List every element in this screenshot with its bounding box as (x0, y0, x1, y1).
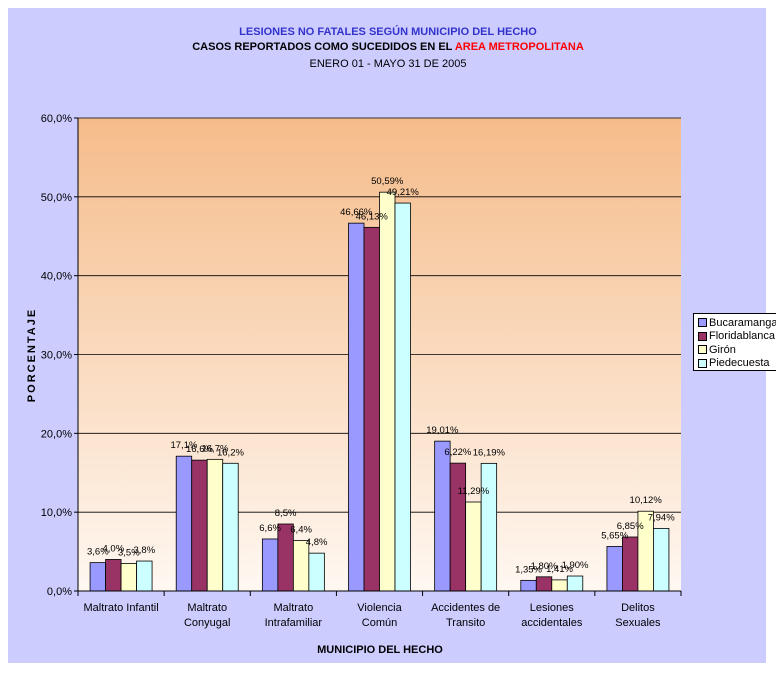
chart-title-text: LESIONES NO FATALES SEGÚN MUNICIPIO DEL … (239, 26, 537, 38)
data-label: 1,80% (531, 561, 558, 572)
data-label: 3,5% (118, 547, 140, 558)
y-tick-label: 20,0% (41, 428, 72, 440)
bar-floridablanca (449, 462, 467, 592)
data-label: 6,22% (444, 447, 471, 458)
x-axis-title: MUNICIPIO DEL HECHO (317, 644, 443, 656)
legend-item: Bucaramanga (698, 316, 776, 330)
bar-piedecuesta (308, 552, 325, 592)
legend-item: Piedecuesta (698, 357, 776, 371)
legend-label: Bucaramanga (709, 316, 776, 329)
x-tick-label: Intrafamiliar (265, 617, 323, 629)
data-label: 1,35% (515, 564, 542, 575)
x-tick-label: accidentales (521, 617, 583, 629)
legend-swatch (698, 358, 707, 368)
bar-floridablanca (191, 459, 208, 592)
bar-floridablanca (622, 536, 639, 592)
data-label: 3,6% (87, 547, 109, 558)
legend-label: Girón (709, 343, 736, 356)
bar-girn (551, 579, 568, 592)
bar-girn (465, 501, 482, 592)
data-label: 46,66% (340, 207, 373, 218)
chart-title: LESIONES NO FATALES SEGÚN MUNICIPIO DEL … (0, 26, 776, 38)
x-tick-label: Sexuales (615, 617, 661, 629)
x-tick-label: Accidentes de (431, 602, 500, 614)
bar-piedecuesta (136, 560, 153, 592)
bar-bucaramanga (520, 579, 537, 592)
chart-subtitle: CASOS REPORTADOS COMO SUCEDIDOS EN EL AR… (0, 41, 776, 53)
y-tick-label: 30,0% (41, 350, 72, 362)
data-label: 16,7% (201, 443, 228, 454)
bar-bucaramanga (261, 538, 279, 592)
data-label: 1,41% (546, 564, 573, 575)
bar-piedecuesta (566, 575, 584, 592)
bar-girn (120, 563, 137, 592)
y-tick-label: 60,0% (41, 113, 72, 125)
data-label: 19,01% (426, 425, 459, 436)
x-tick-label: Conyugal (184, 617, 230, 629)
y-tick-label: 10,0% (41, 507, 72, 519)
x-tick-label: Maltrato (273, 602, 313, 614)
bar-bucaramanga (348, 222, 365, 592)
chart-date-range: ENERO 01 - MAYO 31 DE 2005 (0, 58, 776, 70)
chart-date-range-text: ENERO 01 - MAYO 31 DE 2005 (309, 58, 467, 70)
bar-girn (379, 191, 396, 592)
y-tick-label: 0,0% (47, 586, 72, 598)
bar-piedecuesta (480, 462, 498, 592)
legend-item: Floridablanca (698, 330, 776, 344)
bar-bucaramanga (175, 455, 193, 592)
data-label: 6,6% (259, 523, 281, 534)
chart-subtitle-highlight: AREA METROPOLITANA (454, 41, 584, 53)
legend-label: Piedecuesta (709, 357, 770, 370)
data-label: 5,65% (601, 530, 628, 541)
legend-swatch (698, 345, 707, 355)
data-label: 50,59% (371, 176, 404, 187)
x-tick-label: Maltrato (187, 602, 227, 614)
data-label: 8,5% (275, 508, 297, 519)
bar-piedecuesta (653, 528, 670, 592)
bar-bucaramanga (606, 546, 623, 592)
bar-floridablanca (535, 576, 553, 592)
legend: Bucaramanga Floridablanca Girón Piedecuesta (693, 313, 776, 371)
x-tick-label: Violencia (357, 602, 402, 614)
bar-floridablanca (105, 559, 122, 592)
data-label: 7,94% (648, 512, 675, 523)
data-label: 6,4% (290, 525, 312, 536)
data-label: 16,19% (473, 447, 506, 458)
data-label: 46,13% (356, 211, 389, 222)
legend-swatch (698, 318, 707, 328)
x-tick-label: Transito (446, 617, 485, 629)
data-label: 3,8% (133, 545, 155, 556)
y-tick-label: 50,0% (41, 192, 72, 204)
bar-girn (206, 458, 224, 592)
data-label: 11,29% (458, 486, 490, 497)
legend-label: Floridablanca (709, 330, 776, 343)
data-label: 6,85% (617, 521, 644, 532)
data-label: 16,6% (186, 444, 213, 455)
bar-piedecuesta (394, 202, 411, 592)
bar-bucaramanga (89, 562, 106, 592)
x-tick-label: Común (362, 617, 397, 629)
data-label: 1,90% (562, 560, 589, 571)
x-tick-label: Lesiones (530, 602, 575, 614)
data-label: 4,8% (306, 537, 328, 548)
legend-swatch (698, 331, 707, 341)
x-tick-label: Delitos (621, 602, 655, 614)
data-label: 49,21% (387, 187, 420, 198)
y-tick-label: 40,0% (41, 271, 72, 283)
data-label: 4,0% (102, 543, 124, 554)
chart-subtitle-prefix: CASOS REPORTADOS COMO SUCEDIDOS EN EL (192, 41, 455, 53)
data-label: 16,2% (217, 447, 244, 458)
bar-bucaramanga (434, 440, 451, 592)
data-label: 10,12% (630, 495, 663, 506)
y-axis-title: PORCENTAJE (26, 308, 38, 402)
legend-item: Girón (698, 343, 776, 357)
bar-piedecuesta (222, 462, 239, 592)
x-tick-label: Maltrato Infantil (83, 602, 158, 614)
bar-floridablanca (363, 226, 380, 592)
data-label: 17,1% (170, 440, 197, 451)
